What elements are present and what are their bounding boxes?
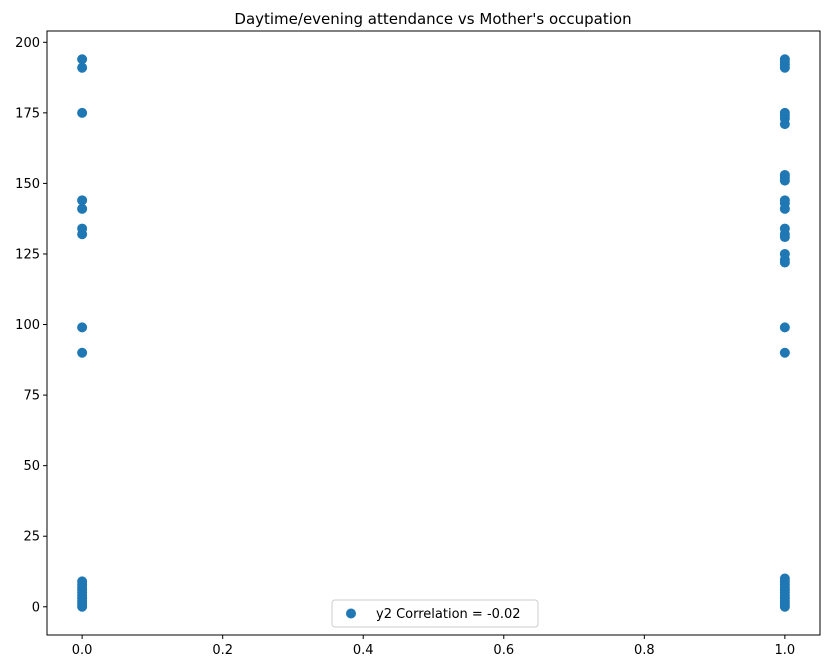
y-tick-label: 175 [15, 106, 40, 121]
data-point [77, 223, 88, 234]
y-tick-label: 25 [23, 530, 40, 545]
y-tick-label: 125 [15, 247, 40, 262]
chart-title: Daytime/evening attendance vs Mother's o… [234, 10, 631, 28]
x-tick-label: 0.4 [353, 643, 374, 658]
data-point [779, 195, 790, 206]
x-tick-label: 1.0 [775, 643, 796, 658]
x-axis: 0.0 0.2 0.4 0.6 0.8 1.0 [72, 635, 795, 658]
data-point [779, 54, 790, 65]
data-point [779, 223, 790, 234]
y-tick-label: 75 [23, 389, 40, 404]
data-point [779, 347, 790, 358]
x-tick-label: 0.2 [212, 643, 233, 658]
data-point [77, 322, 88, 333]
data-point [77, 107, 88, 118]
points-layer [77, 54, 790, 612]
y-tick-label: 200 [15, 36, 40, 51]
legend-box [331, 599, 539, 628]
data-point [77, 62, 88, 73]
legend-label: y2 Correlation = -0.02 [376, 607, 521, 622]
data-point [779, 248, 790, 259]
y-axis: 0 25 50 75 100 125 150 175 200 [15, 36, 47, 615]
data-point [779, 107, 790, 118]
plot-area-frame [46, 30, 821, 636]
data-point [77, 347, 88, 358]
legend-marker [346, 608, 356, 619]
x-tick-label: 0.6 [493, 643, 514, 658]
data-point [77, 203, 88, 214]
data-point [779, 322, 790, 333]
data-point [779, 573, 790, 584]
y-tick-label: 0 [32, 600, 40, 615]
y-tick-label: 50 [23, 459, 40, 474]
legend: y2 Correlation = -0.02 [331, 599, 539, 628]
y-tick-label: 100 [15, 318, 40, 333]
data-point [77, 54, 88, 65]
data-point [77, 195, 88, 206]
data-point [779, 169, 790, 180]
x-tick-label: 0.0 [72, 643, 93, 658]
data-point [77, 576, 88, 587]
x-tick-label: 0.8 [634, 643, 655, 658]
y-tick-label: 150 [15, 177, 40, 192]
